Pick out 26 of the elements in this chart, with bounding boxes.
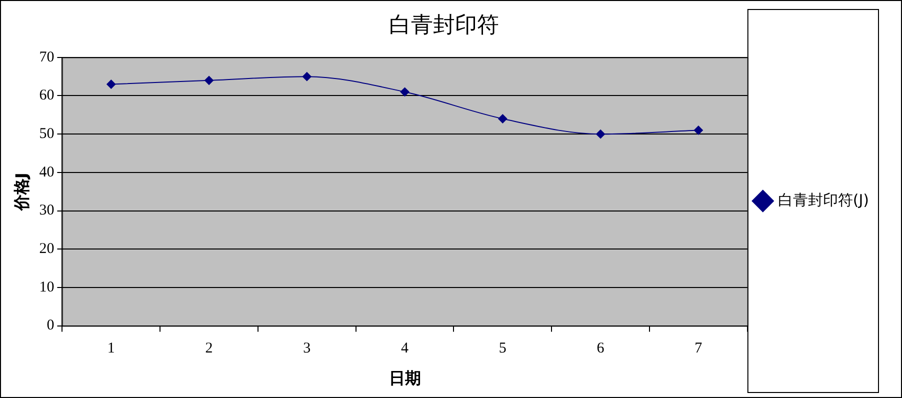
point — [400, 87, 410, 96]
y-tick-label: 0 — [46, 318, 54, 334]
y-tick-label: 40 — [39, 164, 54, 180]
x-tick-label: 4 — [401, 340, 410, 357]
y-tick-label: 10 — [39, 279, 54, 296]
point — [106, 80, 116, 89]
x-tick-label: 7 — [694, 340, 703, 357]
x-tick-label: 5 — [498, 340, 506, 357]
y-tick-label: 20 — [39, 241, 54, 258]
y-tick-label: 30 — [39, 202, 54, 219]
x-tick-label: 1 — [107, 340, 115, 357]
point — [302, 72, 312, 82]
y-tick-label: 50 — [39, 126, 54, 142]
point — [498, 114, 508, 124]
y-tick-label: 70 — [39, 49, 54, 66]
x-axis-title: 日期 — [388, 368, 421, 388]
y-axis-title: 价格J — [12, 172, 31, 212]
x-tick-label: 2 — [205, 340, 213, 357]
chart-title: 白青封印符 — [389, 12, 499, 38]
point — [694, 126, 703, 135]
legend-label: 白青封印符(J) — [778, 190, 870, 209]
y-tick-label: 60 — [39, 88, 54, 104]
x-tick-label: 3 — [303, 340, 311, 357]
point — [204, 76, 214, 85]
x-tick-label: 6 — [596, 340, 605, 357]
point — [596, 130, 606, 139]
